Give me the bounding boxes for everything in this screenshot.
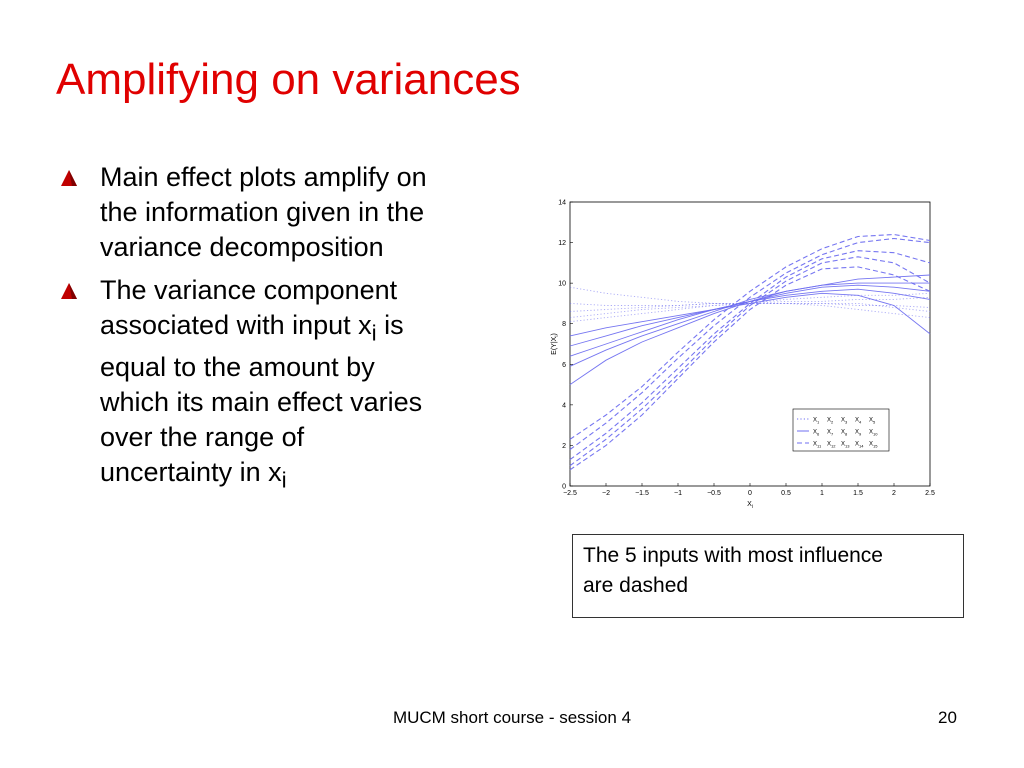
- bullet-2-line-1: The variance component: [100, 275, 398, 305]
- bullet-item-1: Main effect plots amplify on the informa…: [60, 160, 530, 265]
- series-line-2: [569, 237, 931, 450]
- subscript-i: i: [281, 467, 287, 493]
- legend-label: X6: [813, 430, 820, 437]
- series-line-9: [569, 288, 931, 347]
- x-tick-label: 1: [820, 490, 824, 497]
- series-line-8: [569, 284, 931, 357]
- bullet-2-line-2-end: is: [376, 310, 404, 340]
- x-axis-label: Xi: [747, 501, 753, 510]
- bullet-1-line-2: the information given in the: [100, 197, 425, 227]
- bullet-list: Main effect plots amplify on the informa…: [60, 160, 530, 506]
- caption-box: The 5 inputs with most influence are das…: [572, 534, 964, 618]
- legend-label: X4: [855, 418, 862, 425]
- series-line-1: [569, 233, 931, 440]
- x-tick-label: 2.5: [925, 490, 935, 497]
- bullet-2-line-2: associated with input x: [100, 310, 372, 340]
- legend-label: X2: [827, 418, 834, 425]
- bullet-2-line-6: uncertainty in x: [100, 457, 282, 488]
- y-tick-label: 10: [558, 281, 566, 288]
- legend-label: X14: [855, 442, 864, 449]
- y-tick-label: 6: [562, 362, 566, 369]
- legend-label: X11: [813, 442, 822, 449]
- series-line-3: [569, 250, 931, 461]
- bullet-1-line-3: variance decomposition: [100, 232, 384, 262]
- y-tick-label: 4: [562, 402, 566, 409]
- legend-label: X5: [869, 418, 876, 425]
- legend-box: [792, 408, 890, 452]
- y-tick-label: 12: [558, 240, 566, 247]
- subscript-i: i: [371, 320, 377, 346]
- series-line-5: [569, 266, 931, 471]
- y-tick-label: 8: [562, 321, 566, 328]
- x-tick-label: −1.5: [635, 490, 649, 497]
- y-tick-label: 0: [562, 484, 566, 491]
- caption-line-1: The 5 inputs with most influence: [583, 544, 883, 567]
- x-tick-label: 0: [748, 490, 752, 497]
- x-tick-label: 1.5: [853, 490, 863, 497]
- main-effects-chart: −2.5 −2 −1.5 −1 −0.5 0 0.5 1 1.5 2 2.5 0 2 4 6 8 10 12 14 X…: [551, 200, 935, 511]
- legend-label: X7: [827, 430, 834, 437]
- bullet-1-line-1: Main effect plots amplify on: [100, 162, 427, 192]
- legend-label: X13: [841, 442, 850, 449]
- legend-label: X10: [869, 430, 878, 437]
- series-line-12: [569, 302, 931, 308]
- caption-line-2: are dashed: [583, 574, 689, 597]
- legend-label: X1: [813, 418, 820, 425]
- legend-label: X3: [841, 418, 848, 425]
- series-line-7: [569, 282, 930, 367]
- footer-text: MUCM short course - session 4: [392, 708, 632, 727]
- bullet-2-line-3: equal to the amount by: [100, 352, 375, 383]
- x-tick-label: 2: [892, 490, 896, 497]
- legend-label: X8: [841, 430, 848, 437]
- legend-label: X12: [827, 442, 836, 449]
- slide-title: Amplifying on variances: [56, 55, 521, 104]
- y-tick-label: 2: [562, 443, 566, 450]
- bullet-icon: [61, 170, 77, 186]
- series-line-15: [569, 302, 931, 319]
- x-tick-label: −2.5: [563, 490, 577, 497]
- y-tick-label: 14: [558, 200, 566, 207]
- bullet-2-line-4: which its main effect varies: [100, 387, 423, 418]
- y-axis-label: E(Y|Xi): [551, 333, 560, 355]
- x-tick-label: −0.5: [707, 490, 721, 497]
- page-number: 20: [938, 708, 957, 727]
- bullet-2-line-5: over the range of: [100, 422, 305, 453]
- legend-label: X9: [855, 430, 862, 437]
- x-tick-label: 0.5: [781, 490, 791, 497]
- legend-label: X15: [869, 442, 878, 449]
- bullet-item-2: The variance component associated with i…: [60, 273, 530, 498]
- series-line-4: [569, 256, 931, 467]
- x-tick-label: −1: [674, 490, 682, 497]
- x-tick-label: −2: [602, 490, 610, 497]
- bullet-icon: [61, 283, 77, 299]
